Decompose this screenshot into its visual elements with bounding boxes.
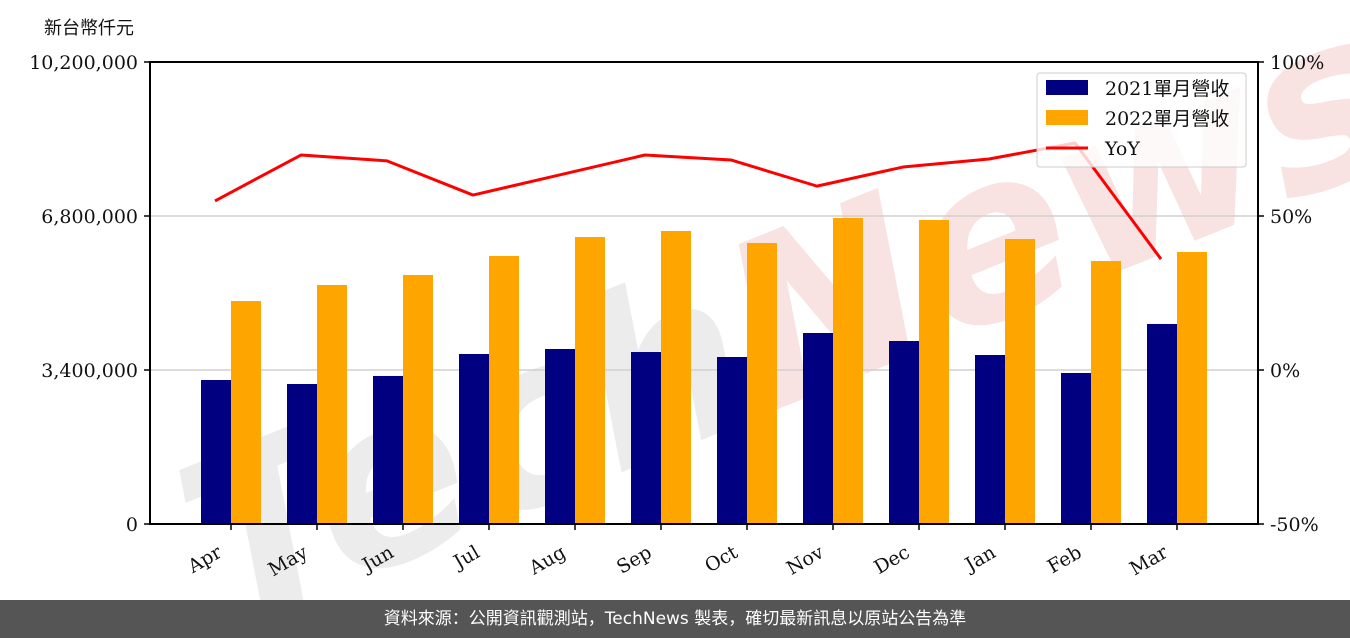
bar-2022-sep xyxy=(661,230,691,524)
bar-series xyxy=(201,217,1207,525)
bar-2021-dec xyxy=(889,341,919,524)
legend-swatch-2022 xyxy=(1046,110,1088,125)
bar-2021-nov xyxy=(803,332,833,524)
x-tick-label: Feb xyxy=(1044,541,1086,578)
bar-2021-jul xyxy=(459,354,489,524)
bar-2022-aug xyxy=(575,237,605,524)
legend-swatch-2021 xyxy=(1046,80,1088,95)
y2-tick-label: 0% xyxy=(1270,360,1300,382)
revenue-chart: TechNews 03,400,0006,800,00010,200,000-5… xyxy=(29,0,1350,600)
bar-2022-dec xyxy=(919,219,949,524)
bar-2022-jan xyxy=(1005,239,1035,525)
bar-2022-mar xyxy=(1177,252,1207,524)
legend-label-2021: 2021單月營收 xyxy=(1105,78,1229,100)
y2-tick-label: 50% xyxy=(1270,206,1312,228)
legend-label-yoy: YoY xyxy=(1104,138,1140,160)
source-footer: 資料來源：公開資訊觀測站，TechNews 製表，確切最新訊息以原站公告為準 xyxy=(0,600,1350,638)
bar-2021-apr xyxy=(201,380,231,524)
legend: 2021單月營收 2022單月營收 YoY xyxy=(1036,72,1247,168)
x-tick-label: Mar xyxy=(1126,541,1172,580)
yoy-line xyxy=(214,141,1163,261)
bar-2021-sep xyxy=(631,352,661,524)
bar-2021-jan xyxy=(975,355,1005,524)
y-tick-label: 6,800,000 xyxy=(41,206,138,228)
x-tick-label: Oct xyxy=(701,541,742,577)
y2-tick-label: -50% xyxy=(1270,514,1319,536)
y-axis-unit-label: 新台幣仟元 xyxy=(44,18,134,39)
x-tick-label: Dec xyxy=(870,541,913,579)
x-tick-label: Nov xyxy=(783,541,828,580)
legend-label-2022: 2022單月營收 xyxy=(1105,108,1229,130)
bar-2021-aug xyxy=(545,348,575,524)
y-tick-label: 3,400,000 xyxy=(41,360,138,382)
bar-2022-oct xyxy=(747,242,777,524)
bar-2022-nov xyxy=(833,217,863,525)
bar-2021-jun xyxy=(373,375,403,524)
x-tick-label: Sep xyxy=(613,541,656,578)
bar-2022-may xyxy=(317,284,347,524)
bar-2022-feb xyxy=(1091,261,1121,524)
bar-2021-feb xyxy=(1061,372,1091,524)
bar-2022-apr xyxy=(231,301,261,524)
bar-2022-jun xyxy=(403,275,433,524)
bar-2021-mar xyxy=(1147,323,1177,524)
x-tick-label: Jan xyxy=(960,541,1000,577)
y-tick-label: 10,200,000 xyxy=(29,52,138,74)
y-tick-label: 0 xyxy=(126,514,138,536)
bar-2021-may xyxy=(287,383,317,524)
bar-2021-oct xyxy=(717,357,747,524)
bar-2022-jul xyxy=(489,255,519,525)
y2-tick-label: 100% xyxy=(1270,52,1324,74)
